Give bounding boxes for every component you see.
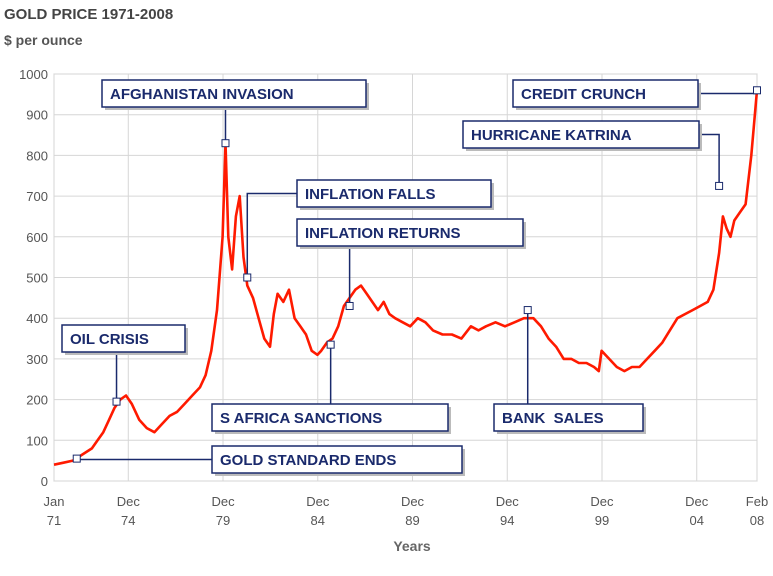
annotation-box — [493, 403, 644, 432]
x-tick-label: Dec — [685, 494, 709, 509]
annotation-label: GOLD STANDARD ENDS — [220, 452, 396, 469]
annotations-layer: AFGHANISTAN INVASION CREDIT CRUNCH HURRICA… — [61, 79, 761, 476]
series-layer — [53, 90, 759, 466]
x-tick-label: 71 — [47, 513, 61, 528]
annotation-label: CREDIT CRUNCH — [521, 86, 646, 103]
x-tick-label: 79 — [216, 513, 230, 528]
y-tick-label: 700 — [26, 189, 48, 204]
x-tick-label: Dec — [211, 494, 235, 509]
annotation-marker — [72, 454, 81, 463]
annotation-marker — [753, 86, 761, 95]
annotation-box — [61, 324, 186, 353]
annotation-marker — [112, 397, 121, 406]
annotation-box — [462, 120, 700, 149]
x-tick-label: 94 — [500, 513, 514, 528]
x-tick-label: 74 — [121, 513, 135, 528]
y-tick-label: 0 — [41, 474, 48, 489]
y-tick-label: 400 — [26, 311, 48, 326]
annotation-marker — [243, 273, 252, 282]
chart-title: GOLD PRICE 1971-2008 — [4, 6, 174, 23]
annotation-marker — [523, 306, 532, 315]
annotation-label: AFGHANISTAN INVASION — [110, 86, 294, 103]
y-tick-label: 900 — [26, 108, 48, 123]
y-tick-label: 200 — [26, 393, 48, 408]
annotation-marker — [715, 181, 724, 190]
chart-subtitle: $ per ounce — [4, 32, 83, 48]
x-tick-label: 89 — [405, 513, 419, 528]
annotation-marker — [326, 340, 335, 349]
annotation-label: S AFRICA SANCTIONS — [220, 410, 382, 427]
x-tick-label: 84 — [311, 513, 325, 528]
annotation-box — [296, 179, 492, 208]
annotation-label: INFLATION FALLS — [305, 186, 436, 203]
x-tick-label: Dec — [496, 494, 520, 509]
x-tick-label: Dec — [401, 494, 425, 509]
annotation-marker — [345, 301, 354, 310]
y-axis-ticks: 0 100 200 300 400 500 600 700 800 900 1000 — [19, 67, 48, 489]
annotation-connector — [246, 192, 297, 278]
annotation-connector — [699, 133, 720, 186]
annotation-label: OIL CRISIS — [70, 331, 149, 348]
x-tick-label: 08 — [750, 513, 764, 528]
y-tick-label: 100 — [26, 433, 48, 448]
annotation-label: HURRICANE KATRINA — [471, 127, 632, 144]
y-tick-label: 300 — [26, 352, 48, 367]
x-axis-label: Years — [393, 538, 431, 554]
x-tick-label: 99 — [595, 513, 609, 528]
y-tick-label: 800 — [26, 148, 48, 163]
annotation-box — [296, 218, 524, 247]
y-tick-label: 500 — [26, 271, 48, 286]
annotation-connector — [698, 90, 758, 95]
y-tick-label: 600 — [26, 230, 48, 245]
annotation-box — [211, 403, 449, 432]
annotation-box — [512, 79, 699, 108]
x-axis-ticks: Jan 71 Dec 74 Dec 79 Dec 84 Dec 89 Dec 94 Dec 99 Dec 04… — [44, 494, 769, 528]
x-tick-label: 04 — [690, 513, 704, 528]
annotation-connector — [75, 458, 212, 461]
annotation-label: INFLATION RETURNS — [305, 225, 461, 242]
x-tick-label: Feb — [746, 494, 768, 509]
x-tick-label: Dec — [306, 494, 330, 509]
x-tick-label: Dec — [117, 494, 141, 509]
y-tick-label: 1000 — [19, 67, 48, 82]
annotation-box — [211, 445, 463, 474]
x-tick-label: Dec — [590, 494, 614, 509]
annotation-label: BANK SALES — [502, 410, 604, 427]
gold-price-line — [53, 90, 759, 466]
annotation-marker — [221, 139, 230, 148]
annotation-box — [101, 79, 367, 108]
x-tick-label: Jan — [44, 494, 65, 509]
